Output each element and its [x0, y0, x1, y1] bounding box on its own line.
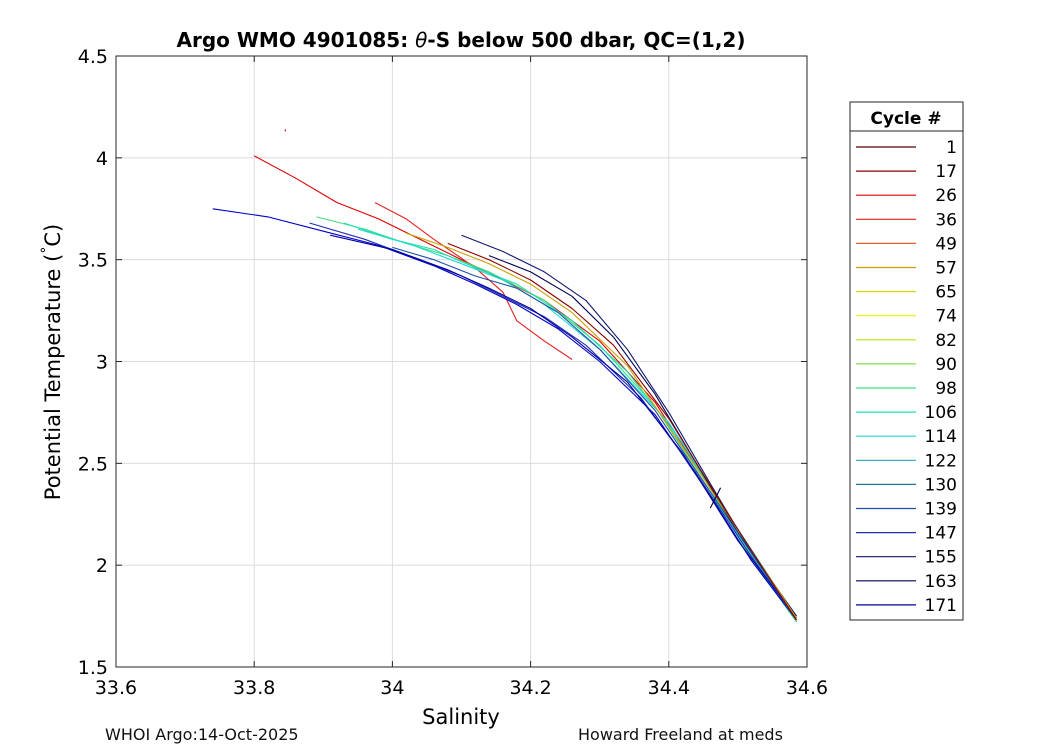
x-tick-label: 34.2 [509, 677, 551, 699]
legend-entry-label: 163 [925, 572, 957, 592]
series-line-12 [406, 232, 798, 619]
x-tick-label: 34 [380, 677, 404, 699]
title-part-1: Argo WMO 4901085: [177, 28, 416, 52]
series-line-6 [212, 208, 798, 621]
title-part-3: -S below 500 dbar, QC=(1,2) [427, 28, 745, 52]
y-tick-label: 4 [96, 148, 108, 170]
chart-title: Argo WMO 4901085: θ-S below 500 dbar, QC… [177, 28, 746, 52]
series-line-8 [330, 234, 798, 619]
legend-entry-label: 65 [935, 283, 957, 303]
legend-entry-label: 155 [925, 548, 957, 568]
series-line-14 [709, 487, 722, 509]
y-tick-label: 1.5 [78, 657, 108, 679]
series-line-3 [316, 216, 798, 623]
y-tick-label: 2 [96, 555, 108, 577]
y-tick-label: 2.5 [78, 453, 108, 475]
x-tick-label: 34.4 [648, 677, 690, 699]
legend: Cycle # 1 17 26 36 49 57 65 74 82 90 98 106 114 122 13… [849, 101, 964, 621]
x-tick-label: 34.6 [786, 677, 828, 699]
legend-entry-label: 98 [935, 379, 957, 399]
legend-entry-label: 130 [925, 475, 957, 495]
legend-entry-label: 74 [935, 307, 957, 327]
legend-entries: 1 17 26 36 49 57 65 74 82 90 98 106 114 122 130 139 147 1… [856, 138, 957, 616]
legend-entry-label: 122 [925, 451, 957, 471]
x-axis-label: Salinity [422, 705, 500, 729]
footer-credit: Howard Freeland at meds [578, 725, 783, 744]
series-line-10 [488, 255, 798, 619]
legend-title: Cycle # [870, 109, 941, 129]
legend-entry-label: 82 [935, 331, 957, 351]
title-theta-symbol: θ [415, 28, 427, 52]
series-line-13 [447, 242, 798, 621]
y-label-degree: ° [39, 247, 55, 254]
legend-box [849, 101, 964, 621]
y-tick-label: 3 [96, 352, 108, 374]
legend-entry-label: 147 [925, 524, 957, 544]
footer-source-date: WHOI Argo:14-Oct-2025 [105, 725, 299, 744]
y-tick-label: 3.5 [78, 250, 108, 272]
series-line-11 [392, 246, 798, 621]
legend-entry-label: 57 [935, 259, 957, 279]
legend-entry-label: 49 [935, 234, 957, 254]
legend-entry-label: 26 [935, 186, 957, 206]
legend-entry-label: 171 [925, 596, 957, 616]
series-group [212, 129, 798, 623]
legend-entry-label: 36 [935, 210, 957, 230]
y-label-part-3: C) [41, 224, 65, 247]
ticks: 33.6 33.8 34 34.2 34.4 34.6 1.5 2 2.5 3 3.5 4 4.5 [78, 46, 828, 699]
y-label-part-1: Potential Temperature ( [41, 254, 65, 501]
legend-entry-label: 17 [935, 162, 957, 182]
legend-entry-label: 106 [925, 403, 957, 423]
x-tick-label: 33.8 [233, 677, 275, 699]
legend-entry-label: 139 [925, 500, 957, 520]
legend-entry-label: 114 [925, 427, 957, 447]
legend-entry-label: 90 [935, 355, 957, 375]
x-tick-label: 33.6 [95, 677, 137, 699]
legend-entry-label: 1 [946, 138, 957, 158]
y-tick-label: 4.5 [78, 46, 108, 68]
y-axis-label: Potential Temperature (°C) [39, 224, 65, 500]
